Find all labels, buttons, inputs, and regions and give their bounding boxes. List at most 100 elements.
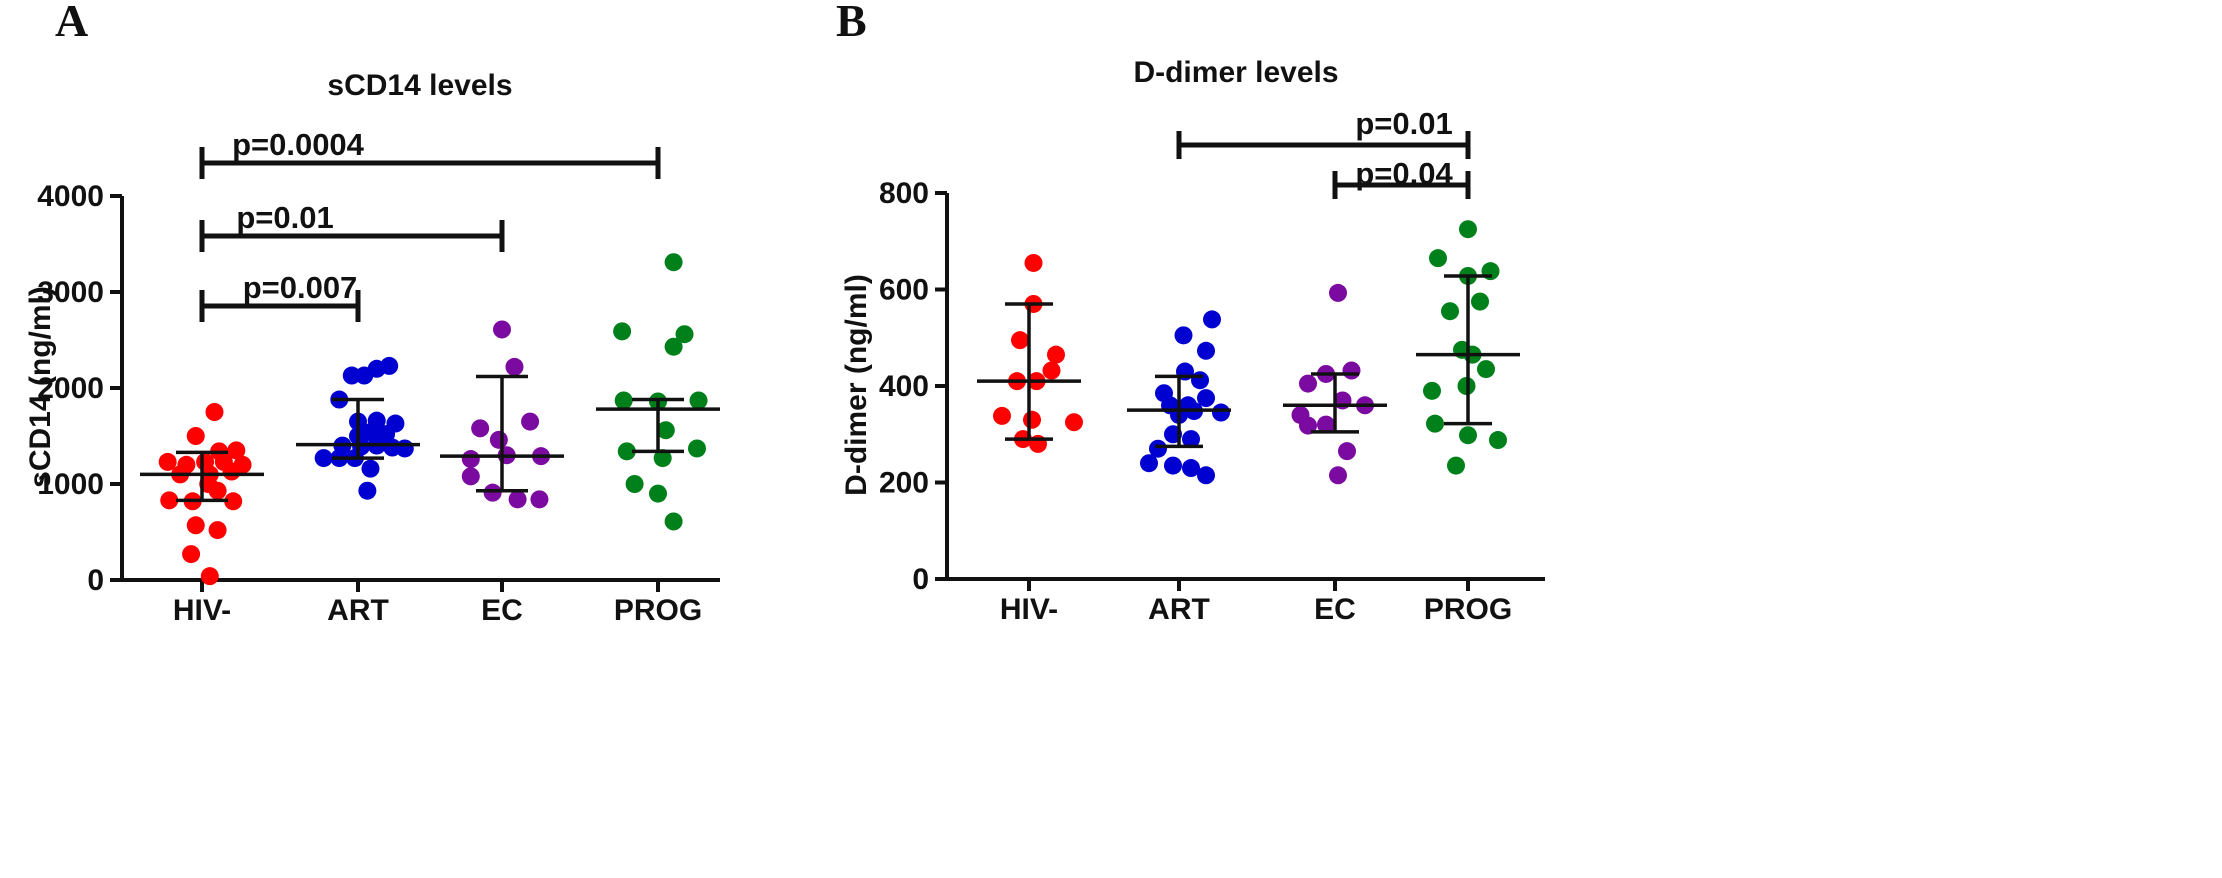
panel-a-y-tick-label: 3000 — [37, 276, 104, 309]
panel-b-point-prog — [1423, 381, 1441, 400]
panel-a-title: sCD14 levels — [327, 69, 512, 102]
panel-a-point-prog — [664, 337, 683, 356]
panel-a-p-value-label: p=0.0004 — [232, 127, 365, 162]
panel-b-point-art — [1212, 403, 1230, 422]
panel-b-title: D-dimer levels — [1133, 56, 1338, 89]
panel-b-x-tick-label: ART — [1148, 593, 1210, 626]
panel-b-point-prog — [1477, 360, 1495, 379]
panel-b-point-art — [1174, 326, 1193, 345]
panel-a-point-ec — [461, 467, 480, 486]
panel-b-point-art — [1191, 371, 1209, 390]
panel-a-comparison-bracket — [199, 220, 505, 252]
panel-b-y-axis-label: D-dimer (ng/ml) — [840, 274, 873, 496]
panel-b-point-prog — [1471, 292, 1489, 311]
panel-b-x-tick-label: PROG — [1424, 593, 1512, 626]
panel-b-point-hiv — [1065, 413, 1083, 432]
panel-b-point-art — [1197, 389, 1215, 408]
panel-a: A sCD14 levels sCD14 (ng/ml) 0 1000 2000 30… — [24, 0, 720, 627]
panel-b-point-art — [1182, 430, 1200, 449]
panel-a-y-tick-label: 4000 — [37, 180, 104, 213]
panel-a-point-hiv — [208, 521, 227, 540]
panel-b-point-hiv — [1047, 345, 1065, 364]
panel-b-point-prog — [1426, 414, 1444, 433]
panel-b-y-tick-label: 200 — [879, 467, 929, 500]
panel-a-point-hiv — [186, 516, 205, 535]
panel-a-point-ec — [483, 483, 502, 502]
panel-b-comparison-bracket — [1176, 131, 1471, 159]
panel-b-point-art — [1182, 459, 1200, 478]
panel-b-point-hiv — [1011, 331, 1029, 350]
panel-b-point-hiv — [1024, 253, 1043, 272]
panel-b-point-art — [1203, 310, 1221, 329]
panel-b-point-art — [1164, 456, 1182, 475]
panel-b-point-hiv — [1042, 361, 1061, 380]
panel-a-y-tick-label: 2000 — [37, 372, 104, 405]
panel-b-point-prog — [1447, 456, 1465, 475]
panel-b-point-art — [1197, 466, 1215, 485]
panel-b-point-art — [1149, 439, 1167, 458]
panel-a-point-prog — [675, 325, 694, 344]
panel-b-point-hiv — [1023, 410, 1041, 429]
panel-a-point-prog — [613, 322, 632, 341]
panel-b-point-prog — [1441, 302, 1459, 321]
panel-b-point-ec — [1299, 374, 1317, 393]
panel-a-point-ec — [508, 490, 527, 509]
panel-b-label: B — [836, 0, 867, 46]
panel-b-point-prog — [1429, 249, 1447, 268]
panel-b-y-tick-label: 600 — [879, 274, 929, 307]
panel-a-comparison-bracket — [199, 290, 361, 322]
panel-a-point-art — [395, 439, 414, 458]
panel-b-marks: 0 200 400 600 800 HIV- ART EC PROG p=0.01 p=0.04 — [879, 106, 1545, 626]
panel-b-p-value-label: p=0.04 — [1355, 156, 1453, 191]
panel-a-point-ec — [489, 430, 508, 449]
panel-a-point-prog — [688, 439, 706, 458]
panel-a-p-value-label: p=0.007 — [243, 270, 358, 305]
panel-a-point-ec — [493, 320, 511, 339]
panel-b: B D-dimer levels D-dimer (ng/ml) 0 200 400… — [836, 0, 1545, 626]
panel-b-point-hiv — [993, 406, 1011, 425]
panel-b-x-tick-label: EC — [1314, 593, 1356, 626]
panel-a-axes — [120, 196, 720, 582]
panel-b-point-prog — [1459, 220, 1477, 239]
panel-b-comparison-bracket — [1332, 171, 1471, 199]
panel-b-point-ec — [1329, 466, 1347, 485]
panel-b-point-prog — [1489, 431, 1507, 450]
panel-a-p-value-label: p=0.01 — [236, 200, 333, 235]
panel-a-point-ec — [521, 412, 540, 431]
panel-a-point-art — [358, 481, 377, 500]
panel-a-point-hiv — [205, 403, 224, 421]
panel-a-point-hiv — [182, 545, 201, 564]
panel-b-point-ec — [1317, 415, 1335, 434]
panel-a-point-hiv — [224, 492, 243, 511]
panel-a-comparison-bracket — [199, 147, 661, 179]
panel-a-point-art — [380, 356, 399, 375]
panel-b-point-ec — [1342, 361, 1361, 380]
panel-b-point-art — [1140, 454, 1158, 473]
panel-a-y-axis-label: sCD14 (ng/ml) — [24, 286, 57, 488]
panel-a-point-prog — [653, 449, 672, 468]
panel-a-y-tick-label: 0 — [87, 564, 104, 597]
panel-a-point-art — [342, 366, 361, 385]
panel-a-point-prog — [614, 391, 633, 410]
panel-a-point-hiv — [227, 441, 246, 460]
panel-a-point-ec — [461, 450, 480, 469]
panel-a-x-tick-label: PROG — [614, 594, 702, 627]
panel-a-y-tick-label: 1000 — [37, 468, 104, 501]
panel-a-point-prog — [617, 442, 636, 461]
panel-a-marks: 0 1000 2000 3000 4000 HIV- ART EC PROG p=0.007 p=0… — [37, 127, 720, 627]
panel-b-y-tick-label: 0 — [912, 563, 929, 596]
panel-b-point-prog — [1459, 426, 1477, 445]
panel-a-point-art — [314, 449, 333, 468]
panel-b-point-ec — [1299, 416, 1317, 435]
panel-a-point-prog — [656, 421, 675, 440]
panel-a-point-prog — [625, 475, 644, 493]
panel-b-y-tick-label: 400 — [879, 370, 929, 403]
panel-a-point-hiv — [200, 567, 219, 586]
panel-a-point-hiv — [158, 452, 177, 471]
panel-a-point-prog — [649, 484, 667, 503]
panel-a-point-hiv — [222, 462, 241, 481]
panel-a-x-tick-label: HIV- — [173, 594, 231, 627]
panel-b-point-ec — [1338, 442, 1356, 461]
panel-a-point-ec — [471, 419, 490, 438]
